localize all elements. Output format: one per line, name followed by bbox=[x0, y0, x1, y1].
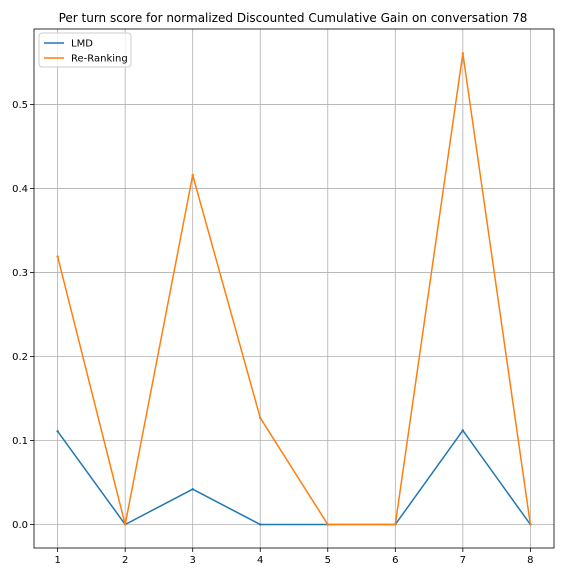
data-point-1-7 bbox=[529, 523, 532, 526]
x-tick-label: 2 bbox=[122, 555, 128, 566]
data-point-0-6 bbox=[461, 429, 465, 432]
data-point-1-4 bbox=[326, 523, 329, 526]
legend-label: LMD bbox=[71, 39, 93, 50]
data-point-0-0 bbox=[56, 430, 59, 433]
series-layer bbox=[56, 52, 532, 526]
data-point-1-6 bbox=[461, 52, 465, 55]
axes: 1 2 3 4 5 6 7 8 0.0 0.1 0.2 0.3 0.4 0.5 bbox=[12, 28, 555, 566]
data-point-1-0 bbox=[56, 255, 59, 258]
data-point-0-3 bbox=[259, 523, 262, 526]
y-tick-label: 0.5 bbox=[12, 100, 28, 111]
data-point-1-3 bbox=[259, 416, 262, 420]
x-tick-label: 1 bbox=[54, 555, 60, 566]
data-point-1-1 bbox=[123, 523, 127, 526]
grid bbox=[34, 29, 554, 548]
y-tick-label: 0.2 bbox=[12, 352, 28, 363]
series-line-re-ranking bbox=[56, 52, 532, 526]
series-line-lmd bbox=[57, 429, 531, 526]
y-tick-label: 0.3 bbox=[12, 268, 28, 279]
x-tick-label: 6 bbox=[392, 555, 398, 566]
legend: LMD Re-Ranking bbox=[38, 32, 132, 68]
chart-title: Per turn score for normalized Discounted… bbox=[59, 11, 528, 25]
y-tick-label: 0.4 bbox=[12, 184, 28, 195]
plot-frame bbox=[33, 28, 555, 549]
data-point-1-5 bbox=[394, 523, 397, 526]
y-tick-label: 0.0 bbox=[12, 520, 28, 531]
x-tick-label: 4 bbox=[257, 555, 263, 566]
data-point-1-2 bbox=[191, 173, 194, 177]
data-point-0-2 bbox=[191, 488, 194, 491]
x-tick-label: 3 bbox=[190, 555, 196, 566]
x-tick-label: 7 bbox=[460, 555, 466, 566]
legend-label: Re-Ranking bbox=[71, 54, 128, 65]
x-tick-label: 5 bbox=[325, 555, 331, 566]
y-tick-label: 0.1 bbox=[12, 436, 28, 447]
x-tick-label: 8 bbox=[527, 555, 533, 566]
